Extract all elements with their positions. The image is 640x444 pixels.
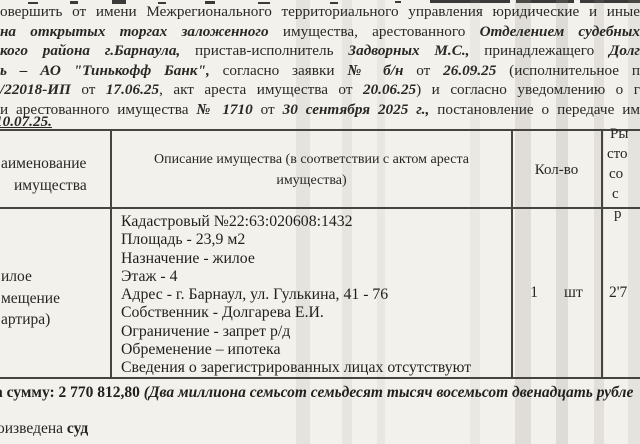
text-segment: № 1710 <box>196 100 253 118</box>
text-segment: оизведена <box>0 420 67 437</box>
paragraph-line: на открытых торгах заложенного имущества… <box>0 22 640 42</box>
property-name-line: артира) <box>1 311 51 328</box>
description-line: Назначение - жилое <box>121 249 255 267</box>
header-text-line: Кол-во <box>534 162 579 178</box>
header-text-fragment: Ры <box>610 126 629 142</box>
paragraph-line: и арестованного имущества № 1710 от 30 с… <box>0 100 640 120</box>
text-segment: а сумму: 2 770 812,80 <box>0 384 144 401</box>
description-line: Обременение – ипотека <box>121 341 281 359</box>
header-text-fragment: с <box>612 186 619 202</box>
header-text-line: имущества) <box>276 173 347 188</box>
header-cell-price: Ры сто со с р <box>602 124 640 224</box>
table-top-border <box>0 129 640 131</box>
description-line: Сведения о зарегистрированных лицах отсу… <box>121 359 472 377</box>
text-segment: от <box>70 81 106 98</box>
text-segment: постановление о передаче им <box>429 100 640 118</box>
text-segment: 17.06.25 <box>105 81 160 98</box>
text-segment: овершить от имени Межрегионального терри… <box>0 3 640 20</box>
text-segment: ) и согласно уведомлению о г <box>416 81 640 98</box>
text-segment: согласно заявки <box>209 61 348 79</box>
text-segment: Отделением судебных <box>479 22 640 40</box>
header-text-fragment: р <box>614 206 622 222</box>
bottom-text-line: оизведена суд <box>0 420 88 438</box>
text-segment: от <box>403 61 444 79</box>
description-line: Кадастровый №22:63:020608:1432 <box>121 213 353 230</box>
total-sum-line: а сумму: 2 770 812,80 (Два миллиона семь… <box>0 384 640 402</box>
text-segment: Задворных М.С., <box>348 42 470 59</box>
paragraph-line: /22018-ИП от 17.06.25, акт ареста имущес… <box>0 80 640 100</box>
text-segment: принадлежащего <box>469 42 610 59</box>
text-segment: пристав-исполнитель <box>180 42 349 59</box>
paragraph-date-line: 10.07.25. <box>0 112 640 132</box>
description-line: Ограничение - запрет р/д <box>121 322 291 340</box>
header-text-line: имущества <box>14 177 87 194</box>
header-text-line: Описание имущества (в соответствии с акт… <box>154 152 469 167</box>
text-segment: (исполнительное п <box>496 61 640 79</box>
property-name-line: мещение <box>1 289 60 307</box>
text-segment: ь – АО "Тинькофф Банк", <box>0 61 210 79</box>
property-description-cell: Кадастровый №22:63:020608:1432 Площадь -… <box>121 213 471 378</box>
header-cell-quantity: Кол-во <box>512 162 601 179</box>
description-line: Площадь - 23,9 м2 <box>121 231 246 249</box>
text-segment: от <box>252 100 283 118</box>
table-bottom-border <box>0 377 640 379</box>
quantity-cell: 1 шт <box>512 284 601 302</box>
description-line: Адрес - г. Барнаул, ул. Гулькина, 41 - 7… <box>121 286 389 304</box>
paragraph-line: кого района г.Барнаула, пристав-исполнит… <box>0 41 640 61</box>
price-fragment: 2'7 <box>609 284 628 301</box>
text-segment: 30 сентября 2025 г., <box>282 100 430 118</box>
text-segment: Долг <box>609 42 640 59</box>
table-column-border <box>110 129 112 379</box>
text-segment: (Два миллиона семьсот семьдесят тысяч во… <box>143 384 634 401</box>
text-segment: 26.09.25 <box>443 61 497 79</box>
text-segment: кого района г.Барнаула, <box>0 42 181 59</box>
header-text-line: аименование <box>1 155 87 172</box>
text-segment: , акт ареста имущества от <box>159 81 363 98</box>
property-name-line: илое <box>1 268 32 285</box>
text-segment: 10.07.25. <box>0 113 52 130</box>
quantity-value: 1 <box>530 284 539 301</box>
quantity-unit: шт <box>564 284 583 301</box>
table-column-border <box>601 129 603 379</box>
intro-paragraph: овершить от имени Межрегионального терри… <box>0 2 640 132</box>
price-cell: 2'7 <box>609 284 627 302</box>
header-cell-description: Описание имущества (в соответствии с акт… <box>112 149 511 191</box>
header-text-fragment: сто <box>607 146 628 162</box>
paragraph-line: ь – АО "Тинькофф Банк", согласно заявки … <box>0 61 640 81</box>
description-line: Собственник - Долгарева Е.И. <box>121 304 324 322</box>
text-segment: № б/н <box>347 61 404 79</box>
header-text-fragment: со <box>609 166 624 182</box>
table-column-border <box>511 129 513 379</box>
description-line: Этаж - 4 <box>121 267 178 285</box>
table-header-separator <box>0 207 640 209</box>
text-segment: на открытых торгах заложенного <box>0 22 269 40</box>
property-name-cell: илое мещение артира) <box>1 266 60 331</box>
header-cell-name: аименование имущества <box>1 153 87 197</box>
text-segment: имущества, арестованного <box>268 22 480 40</box>
text-segment: суд <box>66 420 89 437</box>
text-segment: 20.06.25 <box>362 81 417 98</box>
paragraph-line: овершить от имени Межрегионального терри… <box>0 2 640 22</box>
text-segment: /22018-ИП <box>0 81 71 98</box>
text-segment: и арестованного имущества <box>0 100 197 118</box>
